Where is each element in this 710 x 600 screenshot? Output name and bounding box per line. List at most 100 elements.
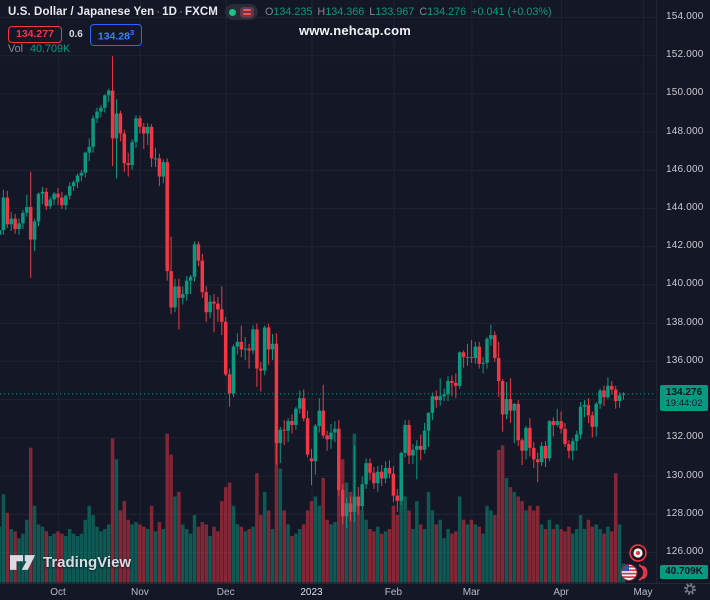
volume-bar bbox=[103, 529, 107, 583]
candle-body bbox=[399, 453, 403, 501]
volume-bar bbox=[36, 524, 41, 583]
interval-label[interactable]: 1D bbox=[162, 6, 178, 18]
candle-body bbox=[5, 197, 10, 225]
volume-bar bbox=[594, 524, 598, 583]
volume-bar bbox=[208, 536, 212, 583]
candle-body bbox=[255, 329, 259, 369]
candle-body bbox=[344, 503, 349, 517]
candle-body bbox=[403, 424, 407, 454]
candle-body bbox=[169, 271, 173, 308]
candle-body bbox=[415, 445, 419, 450]
volume-bar bbox=[153, 531, 158, 583]
candle-body bbox=[594, 403, 598, 427]
volume-bar bbox=[247, 529, 251, 583]
volume-bar bbox=[512, 491, 517, 583]
price-axis[interactable]: 154.000 152.000 150.000 148.000 146.000 144.0… bbox=[656, 0, 710, 583]
volume-bar bbox=[216, 531, 220, 583]
volume-bar bbox=[325, 519, 329, 583]
volume-bar bbox=[602, 533, 606, 583]
tradingview-logo-icon bbox=[10, 555, 36, 570]
volume-bar bbox=[457, 496, 462, 583]
candle-body bbox=[216, 303, 220, 310]
volume-bar bbox=[348, 491, 353, 583]
candle-body bbox=[567, 444, 571, 451]
volume-bar bbox=[606, 526, 610, 583]
volume-bar bbox=[169, 454, 173, 583]
volume-bar bbox=[387, 529, 392, 583]
volume-bar bbox=[220, 501, 224, 583]
volume-bar bbox=[461, 519, 466, 583]
candle-body bbox=[496, 358, 501, 381]
candle-body bbox=[555, 421, 559, 425]
candle-body bbox=[606, 385, 610, 398]
volume-bar bbox=[574, 529, 579, 583]
candle-body bbox=[489, 335, 493, 339]
candle-body bbox=[290, 421, 294, 425]
volume-bar bbox=[235, 524, 240, 583]
market-status-toggle-icon[interactable] bbox=[224, 4, 258, 20]
symbol-title[interactable]: U.S. Dollar / Japanese Yen · 1D · FXCM bbox=[8, 6, 218, 18]
red-ring-event-icon[interactable] bbox=[629, 544, 647, 562]
candle-body bbox=[348, 503, 353, 512]
volume-bar bbox=[56, 531, 60, 583]
volume-bar bbox=[262, 491, 267, 583]
price-axis-label: 138.000 bbox=[666, 316, 704, 328]
candle-body bbox=[598, 390, 602, 404]
candle-body bbox=[223, 321, 228, 375]
candle-body bbox=[586, 404, 591, 416]
gear-icon[interactable] bbox=[682, 581, 698, 597]
time-axis-label: Mar bbox=[462, 587, 481, 598]
volume-bar bbox=[532, 510, 536, 583]
volume-bar bbox=[28, 447, 33, 583]
volume-bar bbox=[551, 529, 556, 583]
volume-bar bbox=[126, 519, 130, 583]
volume-bar bbox=[313, 496, 318, 583]
volume-bar bbox=[243, 531, 247, 583]
candle-body bbox=[95, 111, 99, 119]
volume-bar bbox=[524, 510, 528, 583]
candle-body bbox=[21, 212, 25, 224]
volume-bar bbox=[184, 529, 189, 583]
volume-readout: Vol 40.709K bbox=[8, 43, 71, 55]
volume-bar bbox=[473, 524, 478, 583]
change-readout: +0.041 (+0.03%) bbox=[471, 6, 552, 18]
candle-body bbox=[13, 218, 17, 230]
candle-body bbox=[110, 90, 115, 139]
title-separator: · bbox=[179, 6, 183, 18]
volume-bar bbox=[274, 429, 279, 583]
time-axis[interactable]: Oct Nov Dec 2023 Feb Mar Apr May bbox=[0, 583, 710, 600]
volume-bar bbox=[110, 438, 115, 583]
candle-body bbox=[364, 463, 368, 485]
volume-bar bbox=[204, 524, 208, 583]
delayed-data-icon bbox=[239, 6, 254, 18]
candle-body bbox=[360, 484, 364, 507]
volume-bar bbox=[227, 482, 232, 583]
candle-body bbox=[500, 380, 505, 415]
volume-bar bbox=[114, 459, 119, 583]
candle-body bbox=[200, 260, 205, 293]
volume-bar bbox=[555, 524, 559, 583]
candle-body bbox=[469, 357, 474, 359]
ask-button[interactable]: 134.283 bbox=[89, 24, 143, 46]
market-open-dot-icon bbox=[228, 8, 236, 16]
us-flag-event-icon[interactable] bbox=[619, 563, 651, 582]
bid-button[interactable]: 134.277 bbox=[8, 26, 62, 44]
candle-body bbox=[450, 380, 454, 383]
price-axis-label: 128.000 bbox=[666, 507, 704, 519]
candle-body bbox=[442, 394, 446, 397]
tradingview-logo-text: TradingView bbox=[43, 554, 132, 571]
candle-body bbox=[551, 421, 556, 425]
candle-body bbox=[196, 244, 201, 261]
volume-bar bbox=[508, 487, 513, 583]
tradingview-logo[interactable]: TradingView bbox=[10, 553, 131, 572]
candle-body bbox=[270, 343, 275, 350]
candle-body bbox=[578, 406, 583, 435]
candle-body bbox=[259, 368, 263, 371]
volume-bar bbox=[496, 449, 501, 583]
volume-bar bbox=[87, 505, 91, 583]
candle-body bbox=[379, 471, 384, 479]
volume-bar bbox=[407, 510, 411, 583]
volume-bar bbox=[418, 524, 423, 583]
volume-bar bbox=[278, 468, 283, 583]
